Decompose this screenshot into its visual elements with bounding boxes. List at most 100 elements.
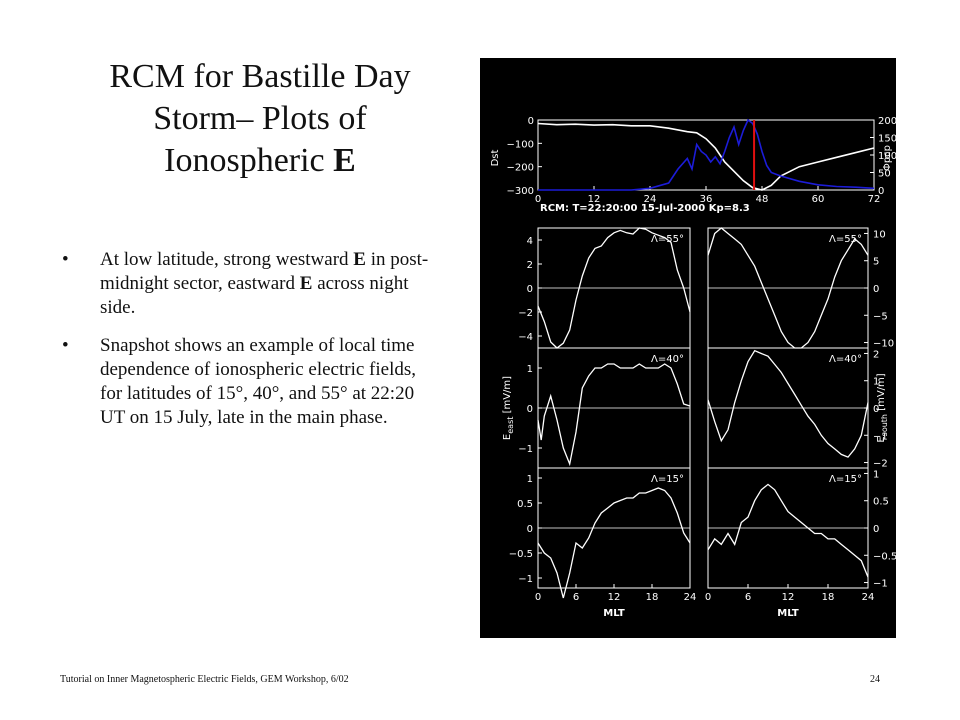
dst-y-tick-label: 0 [528,116,534,127]
mlt-tick-label: 0 [705,592,711,603]
bullet-list: • At low latitude, strong westward E in p… [62,248,442,444]
panel-y-tick-label: 0.5 [873,497,889,508]
bullet-text: Snapshot shows an example of local time … [100,335,416,428]
e-field-curve [537,227,691,349]
dst-x-tick-label: 0 [535,194,541,205]
mlt-tick-label: 24 [862,592,875,603]
title-e-symbol: E [333,142,356,179]
panel-y-tick-label: 1 [873,377,879,388]
bullet-item: • At low latitude, strong westward E in p… [62,248,442,320]
rcm-info-label: RCM: T=22:20:00 15-Jul-2000 Kp=8.3 [540,203,750,214]
panel-y-tick-label: 1 [527,364,533,375]
latitude-label: Λ=55° [829,234,862,245]
e-field-curve [537,487,691,599]
bullet-text: At low latitude, strong westward [100,249,354,270]
e-unit: [mV/m] [502,376,513,417]
e-symbol: E [502,434,513,440]
e-subscript: east [506,417,515,434]
phi-y-tick-label: 150 [878,134,896,145]
mlt-tick-label: 6 [745,592,751,603]
dst-x-tick-label: 60 [812,194,825,205]
dst-x-tick-label: 48 [756,194,769,205]
e-unit: [mV/m] [876,373,887,414]
panel-y-tick-label: 10 [873,229,886,240]
rcm-figure: 0 12 24 36 48 60 72 0 −100 −200 −300 200 150 100 50 0 Ds… [480,58,896,638]
bullet-marker: • [62,249,69,270]
e-field-curve [707,227,869,349]
panel-y-tick-label: 0 [527,524,533,535]
panel-y-tick-label: 0 [873,404,879,415]
figure-svg: 0 12 24 36 48 60 720−100−200−300200150100500Ds… [490,116,896,619]
slide-title: RCM for Bastille Day Storm– Plots of Ion… [60,56,460,182]
panel-y-tick-label: −1 [873,431,888,442]
e-east-axis-label: Eeast [mV/m] [502,376,515,440]
panel-y-tick-label: −4 [518,332,533,343]
e-field-curve [707,349,869,458]
panel-y-tick-label: 2 [873,349,879,360]
dst-x-tick-label: 24 [644,194,657,205]
mlt-tick-label: 18 [646,592,659,603]
dst-axis-label: Dst [490,150,501,167]
latitude-label: Λ=15° [651,474,684,485]
bullet-text: in post-midnight sector, eastward [100,249,429,294]
e-subscript: south [880,414,889,436]
mlt-axis-label: MLT [603,608,625,619]
e-south-label-text: Esouth [mV/m] [876,373,889,442]
panel-y-tick-label: −10 [873,339,894,350]
panel-y-tick-label: −5 [873,311,888,322]
e-field-symbol: E [353,249,366,270]
panel-y-tick-label: −0.5 [873,551,896,562]
bullet-text: across night side. [100,273,409,318]
mlt-tick-label: 6 [573,592,579,603]
panel-y-tick-label: −0.5 [509,549,533,560]
panel-y-tick-label: −1 [518,574,533,585]
panel-y-tick-label: −1 [873,579,888,590]
e-south-axis-label: Esouth [mV/m] [876,373,889,442]
panel-y-tick-label: 1 [873,469,879,480]
dst-series-line [537,122,875,191]
panel-y-tick-label: 0 [527,284,533,295]
mlt-axis-label: MLT [777,608,799,619]
e-east-label-text: Eeast [mV/m] [502,376,515,440]
panel-y-tick-label: 4 [527,236,533,247]
panel-y-tick-label: −2 [873,459,888,470]
phi-y-tick-label: 50 [878,169,891,180]
dst-y-tick-label: −100 [507,139,534,150]
dst-x-tick-label: 72 [868,194,881,205]
panel-y-tick-label: 1 [527,474,533,485]
panel-y-tick-label: 5 [873,257,879,268]
e-field-curve [537,363,691,467]
phi-y-tick-label: 100 [878,151,896,162]
dst-x-tick-label: 36 [700,194,713,205]
mlt-tick-label: 18 [822,592,835,603]
bullet-item: • Snapshot shows an example of local time… [62,334,442,430]
dst-y-tick-label: −300 [507,186,534,197]
e-field-symbol: E [299,273,313,294]
phi-y-tick-label: 0 [878,186,884,197]
title-line-3: Ionospheric E [60,140,460,182]
footer-text: Tutorial on Inner Magnetospheric Electri… [60,674,349,685]
mlt-tick-label: 12 [608,592,621,603]
title-line-2: Storm– Plots of [153,100,367,137]
title-line-1: RCM for Bastille Day [109,58,411,95]
phi-y-tick-label: 200 [878,116,896,127]
latitude-label: Λ=15° [829,474,862,485]
page-number: 24 [870,674,880,685]
panel-y-tick-label: 0 [873,524,879,535]
latitude-label: Λ=55° [651,234,684,245]
phi-axis-label: Φpcp [882,145,893,171]
panel-y-tick-label: −2 [518,308,533,319]
panel-y-tick-label: 0 [873,284,879,295]
mlt-tick-label: 12 [782,592,795,603]
dst-y-tick-label: −200 [507,163,534,174]
latitude-label: Λ=40° [651,354,684,365]
phi-series-line [538,118,875,191]
mlt-tick-label: 24 [684,592,697,603]
bullet-marker: • [62,335,69,356]
panel-y-tick-label: −1 [518,444,533,455]
panel-y-tick-label: 0.5 [517,499,533,510]
dst-x-tick-label: 12 [588,194,601,205]
title-line-3-text: Ionospheric [164,142,334,179]
e-symbol: E [876,436,887,442]
